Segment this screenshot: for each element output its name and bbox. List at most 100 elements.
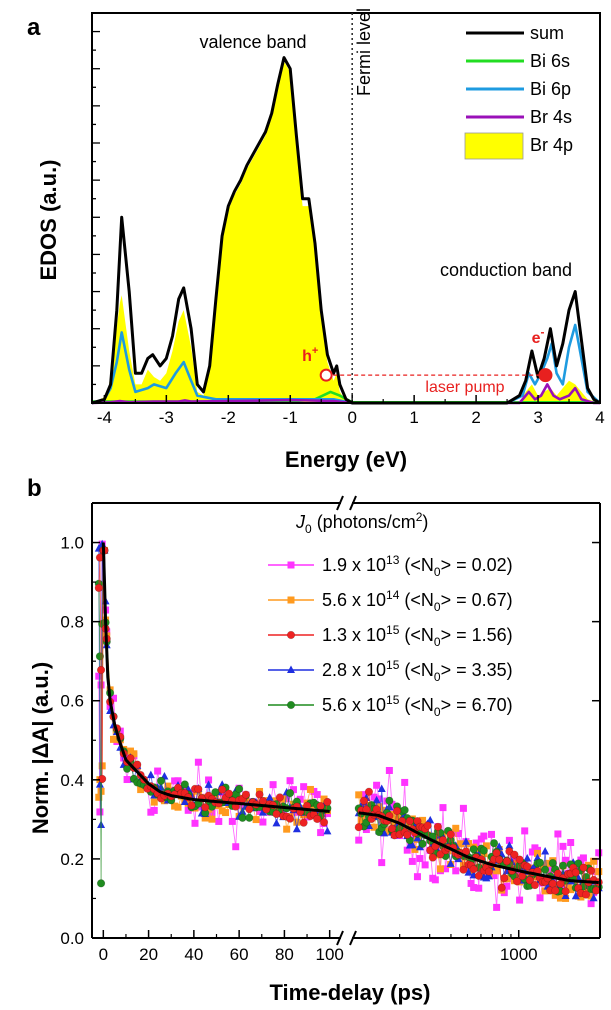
data-point <box>561 887 570 896</box>
data-point <box>428 853 437 862</box>
data-point <box>215 817 223 825</box>
data-point <box>194 758 202 766</box>
data-point <box>194 784 203 794</box>
data-point <box>467 868 475 876</box>
data-point <box>489 839 499 848</box>
data-point <box>408 840 417 849</box>
x-tick-label: 0 <box>99 945 108 964</box>
data-point <box>405 816 414 826</box>
data-point <box>292 824 301 833</box>
data-point <box>541 887 549 895</box>
data-point <box>156 776 166 785</box>
series-line-sum <box>91 56 601 405</box>
data-point <box>133 760 142 769</box>
data-point <box>505 836 513 844</box>
data-point <box>201 803 210 812</box>
panel-a-frame <box>91 12 601 404</box>
x-tick-label: 4 <box>595 408 604 427</box>
data-point <box>551 886 560 895</box>
data-point <box>180 780 189 789</box>
data-point <box>474 871 483 880</box>
data-point <box>205 805 213 813</box>
data-point <box>218 785 227 794</box>
data-point <box>150 798 158 806</box>
data-point <box>355 836 363 844</box>
data-point <box>239 802 247 810</box>
data-point <box>403 830 412 839</box>
data-point <box>201 814 209 822</box>
data-point <box>459 865 468 874</box>
x-tick-label: 100 <box>315 945 343 964</box>
data-point <box>589 893 598 902</box>
data-point <box>533 849 541 857</box>
data-point <box>426 815 435 824</box>
legend-label-br-4s: Br 4s <box>530 107 572 127</box>
data-point <box>98 774 107 784</box>
data-point <box>373 781 381 789</box>
panel-b-label: b <box>27 475 42 502</box>
data-point <box>523 862 532 871</box>
data-point <box>571 868 580 877</box>
data-point <box>232 843 240 851</box>
data-point <box>400 805 409 815</box>
data-point <box>561 891 570 900</box>
series-area-br-4p <box>92 61 600 404</box>
data-point <box>95 652 105 661</box>
data-point <box>180 797 189 805</box>
data-point <box>586 866 596 875</box>
data-point <box>558 861 568 870</box>
x-tick-label: 60 <box>230 945 249 964</box>
legend-label-sum: sum <box>530 23 564 43</box>
data-point <box>319 818 329 827</box>
data-point <box>403 846 411 854</box>
data-point <box>541 846 550 855</box>
data-point <box>544 859 552 867</box>
data-point <box>488 830 496 838</box>
data-point <box>459 861 467 869</box>
data-point <box>317 829 325 837</box>
data-point <box>380 828 389 837</box>
y-tick-label: 0.2 <box>60 850 84 869</box>
data-point <box>469 845 478 854</box>
data-point <box>238 813 247 822</box>
data-point <box>372 795 381 804</box>
data-point <box>252 816 260 824</box>
data-point <box>204 780 213 788</box>
legend-label-br-4p: Br 4p <box>530 135 573 155</box>
data-point <box>571 891 580 900</box>
data-point <box>388 800 396 808</box>
data-point <box>357 816 365 824</box>
data-point <box>387 824 397 833</box>
x-tick-label: 2 <box>471 408 480 427</box>
y-tick-label: 1.0 <box>60 534 84 553</box>
data-point <box>300 783 308 791</box>
data-point <box>595 849 603 857</box>
data-point <box>323 797 332 807</box>
data-point <box>467 879 475 887</box>
data-point <box>554 830 562 838</box>
panel-b-x-axis-title: Time-delay (ps) <box>270 980 431 1005</box>
data-point <box>484 871 493 880</box>
data-point <box>222 809 230 817</box>
data-point <box>265 793 274 801</box>
data-point <box>96 808 104 816</box>
data-point <box>283 825 291 833</box>
data-point <box>320 795 328 803</box>
data-point <box>313 791 321 799</box>
data-point <box>521 827 529 835</box>
data-point <box>475 884 483 892</box>
data-point <box>493 867 501 875</box>
panel-a-legend: sum Bi 6s Bi 6p Br 4s Br 4p <box>464 23 573 160</box>
data-point <box>393 816 401 824</box>
data-point <box>469 865 478 874</box>
data-point <box>211 788 220 797</box>
data-point <box>480 832 488 840</box>
data-point <box>359 796 368 805</box>
conduction-band-label: conduction band <box>440 260 572 280</box>
axis-break-mark <box>349 495 357 511</box>
data-point <box>184 799 192 807</box>
data-point <box>505 841 514 849</box>
data-point <box>562 856 570 864</box>
panel-b-y-axis-title: Norm. |ΔA| (a.u.) <box>28 662 53 834</box>
